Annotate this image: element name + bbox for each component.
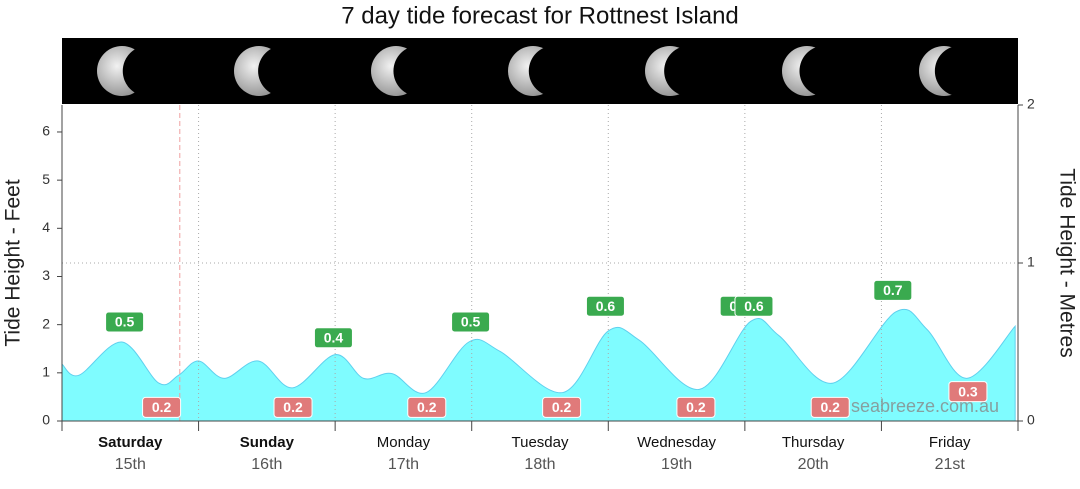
moon-shadow [258, 45, 310, 97]
high-tide-badge [313, 327, 353, 349]
high-tide-badge [585, 295, 625, 317]
day-date: 19th [661, 456, 692, 473]
moon-shadow [393, 45, 445, 97]
tide-label: 0.6 [596, 298, 616, 314]
tide-label: 0.6 [744, 298, 764, 314]
day-name: Monday [377, 434, 431, 451]
day-date: 18th [524, 456, 555, 473]
tide-label: 0.2 [417, 399, 437, 415]
tide-label: 0.2 [152, 399, 172, 415]
day-name: Wednesday [637, 434, 716, 451]
tide-label: 0.4 [324, 330, 344, 346]
y-tick-label: 6 [42, 123, 50, 139]
day-name: Saturday [98, 434, 163, 451]
low-tide-badge [948, 381, 988, 403]
y2-tick-label: 0 [1027, 412, 1035, 428]
day-date: 17th [388, 456, 419, 473]
day-date: 20th [798, 456, 829, 473]
tide-area [61, 308, 1016, 422]
chart-title: 7 day tide forecast for Rottnest Island [341, 2, 739, 29]
tide-label: 0.7 [883, 282, 903, 298]
y2-tick-label: 2 [1027, 96, 1035, 112]
low-tide-badge [273, 396, 313, 418]
tide-label: 0.3 [958, 383, 978, 399]
y-tick-label: 4 [42, 219, 50, 235]
day-name: Thursday [782, 434, 845, 451]
y-tick-label: 1 [42, 364, 50, 380]
moon-shadow [528, 45, 580, 97]
day-date: 15th [115, 456, 146, 473]
day-name: Sunday [240, 434, 295, 451]
y-axis-label: Tide Height - Feet [2, 179, 25, 346]
y-tick-label: 5 [42, 171, 50, 187]
high-tide-badge [451, 311, 491, 333]
low-tide-badge [810, 396, 850, 418]
tide-label: 0.5 [115, 314, 135, 330]
tide-label: 0.2 [283, 399, 303, 415]
y-tick-label: 3 [42, 267, 50, 283]
tide-label: 0.2 [820, 399, 840, 415]
y-tick-label: 2 [42, 315, 50, 331]
tide-label: 0.2 [552, 399, 572, 415]
high-tide-badge [873, 279, 913, 301]
high-tide-badge [734, 295, 774, 317]
day-name: Tuesday [512, 434, 569, 451]
tide-label: 0.2 [686, 399, 706, 415]
y2-tick-label: 1 [1027, 254, 1035, 270]
tide-label: 0.5 [461, 314, 481, 330]
low-tide-badge [676, 396, 716, 418]
moon-shadow [664, 45, 716, 97]
moon-shadow [122, 45, 174, 97]
high-tide-badge [105, 311, 145, 333]
low-tide-badge [542, 396, 582, 418]
y2-axis-label: Tide Height - Metres [1055, 168, 1078, 357]
low-tide-badge [142, 396, 182, 418]
moon-shadow [934, 45, 986, 97]
moon-shadow [799, 45, 851, 97]
moon-strip [62, 38, 1018, 104]
y-tick-label: 0 [42, 412, 50, 428]
day-date: 21st [935, 456, 966, 473]
day-name: Friday [929, 434, 971, 451]
day-date: 16th [251, 456, 282, 473]
low-tide-badge [407, 396, 447, 418]
